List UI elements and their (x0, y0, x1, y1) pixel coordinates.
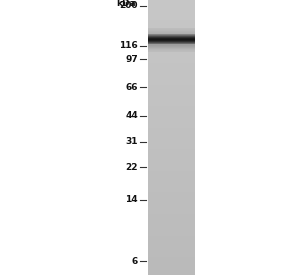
Text: 116: 116 (119, 42, 138, 51)
Text: 22: 22 (126, 163, 138, 172)
Text: 66: 66 (126, 82, 138, 92)
Text: 14: 14 (125, 196, 138, 205)
Text: 44: 44 (125, 111, 138, 120)
Text: 31: 31 (126, 138, 138, 147)
Text: 97: 97 (125, 54, 138, 64)
Text: kDa: kDa (116, 0, 136, 9)
Text: 200: 200 (120, 1, 138, 10)
Text: 6: 6 (132, 257, 138, 265)
